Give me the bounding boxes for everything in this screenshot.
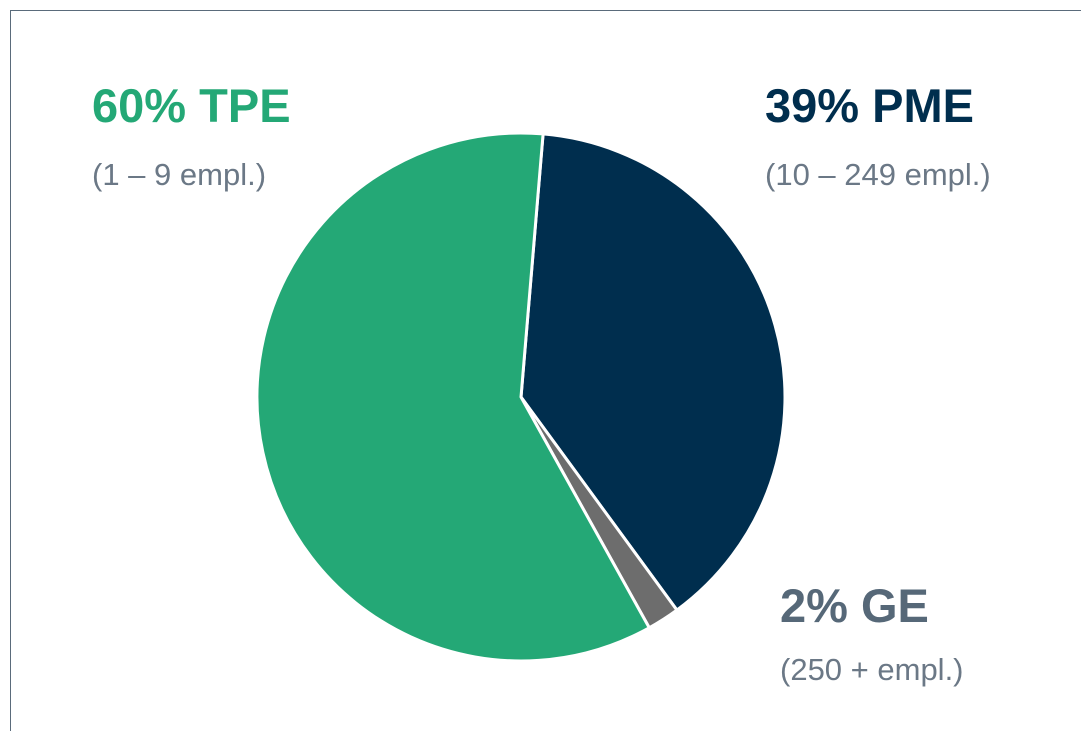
pie-slice bbox=[255, 131, 651, 663]
value-label: 2% bbox=[780, 579, 848, 632]
slice-label: 60% TPE bbox=[92, 79, 291, 132]
slice-description: (1 – 9 empl.) bbox=[92, 157, 266, 192]
pie-slice bbox=[519, 132, 787, 612]
slice-label: 2% GE bbox=[780, 579, 929, 632]
value-label: 39% bbox=[765, 79, 859, 132]
category-label: GE bbox=[861, 579, 929, 632]
category-label: PME bbox=[872, 79, 974, 132]
frame bbox=[10, 10, 1081, 731]
value-label: 60% bbox=[92, 79, 186, 132]
slice-description: (10 – 249 empl.) bbox=[765, 157, 991, 192]
slice-label: 39% PME bbox=[765, 79, 974, 132]
category-label: TPE bbox=[199, 79, 290, 132]
slice-description: (250 + empl.) bbox=[780, 652, 964, 687]
